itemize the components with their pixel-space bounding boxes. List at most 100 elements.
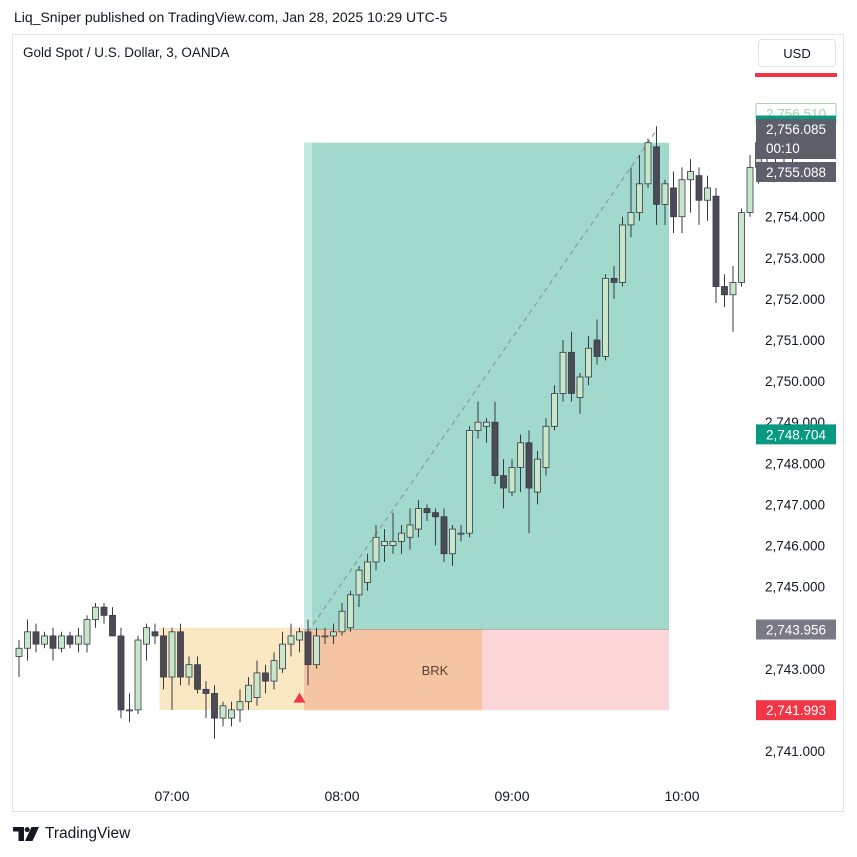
candle-body-down (712, 195, 720, 287)
candle-body-up (483, 421, 490, 427)
candle (347, 590, 354, 632)
candle (491, 401, 499, 484)
candle-body-up (636, 183, 643, 213)
candle-body-up (296, 631, 303, 641)
candle (381, 529, 388, 562)
candle-body-down (160, 635, 167, 678)
candle-body-up (364, 561, 371, 583)
candle-body-up (661, 183, 669, 205)
candle (474, 401, 482, 439)
candle-body-up (406, 524, 414, 538)
candle-body-up (347, 594, 354, 629)
zone-profit-edge (304, 142, 312, 630)
candle (245, 677, 252, 710)
y-tick-label: 2,750.000 (765, 374, 825, 389)
candle-body-down (440, 516, 448, 555)
candle (389, 512, 397, 554)
candle (636, 155, 643, 221)
candle-body-up (270, 660, 278, 682)
y-tick-label: 2,752.000 (765, 292, 825, 307)
price-label: 2,741.993 (756, 700, 836, 721)
candle (75, 627, 82, 653)
candle (160, 627, 167, 690)
tradingview-logo-icon (13, 827, 39, 841)
candle (687, 159, 694, 213)
candle-body-down (670, 187, 677, 218)
candle (721, 274, 728, 308)
candle (168, 627, 176, 710)
candle (177, 623, 184, 686)
candle-body-up (729, 282, 737, 296)
candle (355, 566, 363, 608)
zone-profit[interactable] (304, 142, 669, 630)
candle (296, 627, 303, 653)
price-label-text: 2,756.085 (766, 122, 826, 137)
candle-body-up (330, 631, 337, 637)
candle-body-up (381, 540, 388, 546)
candle-body-up (551, 393, 558, 427)
candle (24, 619, 31, 661)
candle-body-up (559, 351, 567, 394)
candle (100, 603, 108, 624)
candle-body-down (100, 606, 108, 616)
price-label-text: 2,743.956 (766, 623, 826, 638)
candle-body-up (126, 709, 133, 712)
candle (619, 216, 626, 287)
y-tick-label: 2,748.000 (765, 456, 825, 471)
candle-body-up (508, 467, 516, 493)
candle (678, 167, 686, 234)
candle-body-up (287, 635, 295, 645)
candle (525, 430, 533, 534)
candle (423, 504, 431, 521)
candle (653, 126, 660, 225)
candle (211, 685, 218, 739)
y-tick-label: 2,747.000 (765, 497, 825, 512)
candle (517, 434, 524, 493)
price-label-text: 2,741.993 (766, 703, 826, 718)
candle-body-down (525, 442, 533, 489)
candle (559, 340, 567, 402)
candle-body-up (704, 187, 711, 201)
candle (542, 418, 550, 476)
candle-body-down (610, 277, 618, 283)
candle-body-down (695, 175, 703, 201)
countdown-text: 00:10 (766, 141, 800, 156)
candle-body-down (432, 512, 439, 518)
candle-body-up (219, 705, 227, 719)
candle-body-up (534, 458, 541, 493)
price-label-text: 2,755.088 (766, 165, 826, 180)
candle (576, 372, 584, 414)
candle (627, 167, 635, 238)
footer-brand-label: TradingView (45, 825, 131, 842)
trend-line[interactable] (307, 130, 657, 633)
price-label: 2,755.088 (756, 161, 836, 182)
candle (219, 701, 227, 727)
symbol-title: Gold Spot / U.S. Dollar, 3, OANDA (23, 45, 230, 60)
candle (508, 459, 516, 497)
candle (321, 627, 329, 645)
candle-body-up (585, 347, 592, 378)
candle (644, 138, 652, 188)
price-label: 2,748.704 (756, 424, 836, 445)
x-tick-label: 08:00 (324, 788, 359, 804)
candle-body-up (185, 664, 193, 678)
candle-body-up (449, 528, 456, 555)
candle (483, 418, 490, 443)
currency-button[interactable]: USD (758, 39, 836, 67)
candle-body-down (211, 693, 218, 719)
zone-brk[interactable] (304, 629, 482, 711)
zone-range[interactable] (159, 627, 313, 710)
candle-body-down (721, 286, 728, 296)
candle (32, 623, 40, 653)
candle-body-up (236, 701, 244, 711)
zones-layer: BRK (159, 142, 669, 711)
candle-body-down (66, 635, 74, 645)
candle-body-up (355, 569, 363, 596)
candle-body-up (687, 171, 694, 181)
candle (398, 524, 405, 554)
candle-body-up (134, 639, 142, 711)
candle-body-down (194, 664, 201, 690)
y-tick-label: 2,753.000 (765, 251, 825, 266)
candle (415, 500, 422, 538)
